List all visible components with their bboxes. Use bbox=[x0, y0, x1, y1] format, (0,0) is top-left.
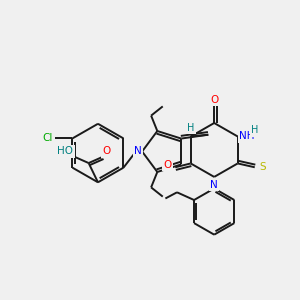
Text: O: O bbox=[210, 95, 218, 105]
Text: N: N bbox=[134, 146, 142, 157]
Text: HO: HO bbox=[57, 146, 74, 157]
Text: S: S bbox=[259, 162, 266, 172]
Text: N: N bbox=[210, 180, 218, 190]
Text: Cl: Cl bbox=[43, 134, 53, 143]
Text: O: O bbox=[102, 146, 111, 157]
Text: H: H bbox=[187, 123, 194, 133]
Text: NH: NH bbox=[239, 131, 255, 142]
Text: H: H bbox=[251, 125, 258, 135]
Text: O: O bbox=[163, 160, 172, 170]
